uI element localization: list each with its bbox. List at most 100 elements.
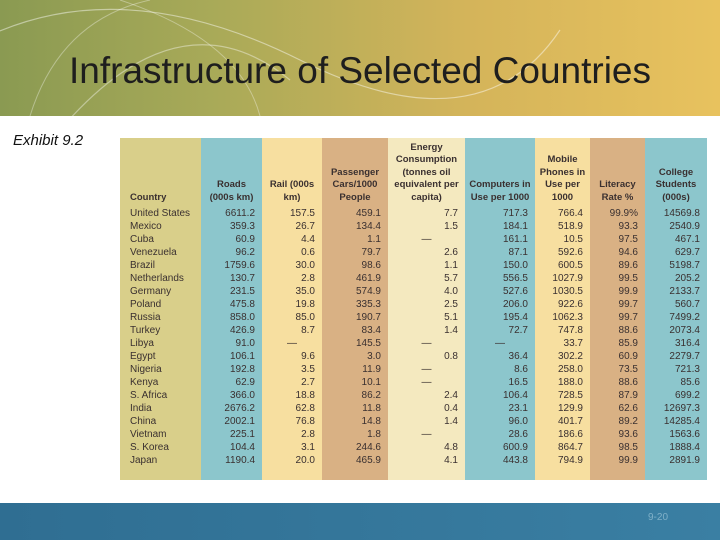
- cell-energy: 1.4: [444, 325, 458, 336]
- table-row: China 2002.1 76.8 14.8 1.4 96.0 401.7 89.2 14285…: [120, 415, 707, 428]
- cell-mobile: 33.7: [563, 338, 583, 349]
- header-row: Country Roads (000s km) Rail (000s km) P…: [120, 138, 707, 207]
- cell-literacy: 98.5: [618, 442, 638, 453]
- cell-rail: 157.5: [289, 208, 315, 219]
- cell-computers: 717.3: [502, 208, 528, 219]
- cell-literacy: 89.2: [618, 416, 638, 427]
- cell-energy: 4.0: [444, 286, 458, 297]
- cell-passenger: 145.5: [355, 338, 381, 349]
- cell-college: 629.7: [674, 247, 700, 258]
- page-number: 9-20: [648, 512, 669, 523]
- cell-college: 12697.3: [663, 403, 700, 414]
- header-roads: Roads (000s km): [209, 179, 254, 203]
- cell-energy: 1.5: [444, 221, 458, 232]
- cell-computers: 206.0: [502, 299, 528, 310]
- cell-passenger: 1.1: [367, 234, 381, 245]
- header-mobile: Mobile Phones in Use per 1000: [539, 154, 586, 203]
- cell-college: 467.1: [674, 234, 700, 245]
- cell-energy: —: [421, 429, 432, 440]
- cell-computers: 87.1: [508, 247, 528, 258]
- cell-country: S. Korea: [130, 442, 169, 453]
- cell-computers: 8.6: [514, 364, 528, 375]
- column-band-computers: [465, 138, 535, 480]
- cell-roads: 426.9: [229, 325, 255, 336]
- cell-mobile: 1027.9: [552, 273, 583, 284]
- cell-roads: 475.8: [229, 299, 255, 310]
- cell-literacy: 97.5: [618, 234, 638, 245]
- cell-country: Vietnam: [130, 429, 167, 440]
- cell-college: 14569.8: [663, 208, 700, 219]
- header-band: [0, 0, 720, 116]
- cell-computers: 16.5: [508, 377, 528, 388]
- cell-roads: 192.8: [229, 364, 255, 375]
- cell-literacy: 99.9%: [609, 208, 638, 219]
- cell-literacy: 88.6: [618, 325, 638, 336]
- infrastructure-table: Country Roads (000s km) Rail (000s km) P…: [120, 138, 707, 480]
- column-band-rail: [262, 138, 322, 480]
- table-row: Vietnam 225.1 2.8 1.8 — 28.6 186.6 93.6 1563.6: [120, 428, 707, 441]
- cell-literacy: 73.5: [618, 364, 638, 375]
- cell-passenger: 574.9: [355, 286, 381, 297]
- cell-rail: 3.5: [301, 364, 315, 375]
- table-row: S. Korea 104.4 3.1 244.6 4.8 600.9 864.7 98.5 18…: [120, 441, 707, 454]
- cell-mobile: 747.8: [557, 325, 583, 336]
- cell-roads: 2676.2: [224, 403, 255, 414]
- cell-rail: 2.7: [301, 377, 315, 388]
- cell-rail: 2.8: [301, 273, 315, 284]
- table-row: Nigeria 192.8 3.5 11.9 — 8.6 258.0 73.5 721.3: [120, 363, 707, 376]
- cell-computers: 195.4: [502, 312, 528, 323]
- cell-mobile: 401.7: [557, 416, 583, 427]
- cell-literacy: 85.9: [618, 338, 638, 349]
- cell-country: Cuba: [130, 234, 154, 245]
- cell-energy: 2.4: [444, 390, 458, 401]
- cell-passenger: 1.8: [367, 429, 381, 440]
- cell-mobile: 794.9: [557, 455, 583, 466]
- cell-mobile: 1062.3: [552, 312, 583, 323]
- cell-country: Kenya: [130, 377, 159, 388]
- cell-roads: 96.2: [235, 247, 255, 258]
- cell-energy: 4.8: [444, 442, 458, 453]
- table-row: Libya 91.0 — 145.5 — — 33.7 85.9 316.4: [120, 337, 707, 350]
- cell-passenger: 10.1: [361, 377, 381, 388]
- cell-literacy: 99.9: [618, 286, 638, 297]
- column-band-energy: [388, 138, 465, 480]
- cell-college: 1563.6: [669, 429, 700, 440]
- table-row: Russia 858.0 85.0 190.7 5.1 195.4 1062.3 99.7 74…: [120, 311, 707, 324]
- table-row: Brazil 1759.6 30.0 98.6 1.1 150.0 600.5 89.6 519…: [120, 259, 707, 272]
- cell-computers: 106.4: [502, 390, 528, 401]
- cell-literacy: 88.6: [618, 377, 638, 388]
- cell-computers: 161.1: [502, 234, 528, 245]
- cell-country: Poland: [130, 299, 162, 310]
- cell-college: 14285.4: [663, 416, 700, 427]
- slide-title: Infrastructure of Selected Countries: [68, 50, 651, 91]
- cell-energy: —: [421, 338, 432, 349]
- cell-mobile: 1030.5: [552, 286, 583, 297]
- cell-college: 2073.4: [669, 325, 700, 336]
- cell-roads: 91.0: [235, 338, 255, 349]
- cell-passenger: 86.2: [361, 390, 381, 401]
- decorative-swirls: [0, 0, 561, 116]
- cell-college: 85.6: [680, 377, 700, 388]
- cell-mobile: 600.5: [557, 260, 583, 271]
- table-row: Japan 1190.4 20.0 465.9 4.1 443.8 794.9 99.9 289…: [120, 454, 707, 467]
- cell-country: Turkey: [130, 325, 161, 336]
- cell-mobile: 10.5: [563, 234, 583, 245]
- table-row: Cuba 60.9 4.4 1.1 — 161.1 10.5 97.5 467.1: [120, 233, 707, 246]
- cell-mobile: 188.0: [557, 377, 583, 388]
- cell-roads: 2002.1: [224, 416, 255, 427]
- cell-country: India: [130, 403, 152, 414]
- cell-roads: 366.0: [229, 390, 255, 401]
- cell-roads: 225.1: [229, 429, 255, 440]
- cell-rail: 4.4: [301, 234, 315, 245]
- cell-computers: 443.8: [502, 455, 528, 466]
- cell-college: 2133.7: [669, 286, 700, 297]
- cell-rail: —: [287, 338, 297, 349]
- cell-energy: 5.1: [444, 312, 458, 323]
- data-table: Country Roads (000s km) Rail (000s km) P…: [120, 138, 707, 467]
- cell-rail: 18.8: [295, 390, 315, 401]
- cell-literacy: 94.6: [618, 247, 638, 258]
- cell-roads: 106.1: [229, 351, 255, 362]
- cell-roads: 6611.2: [225, 208, 255, 219]
- cell-roads: 1759.6: [224, 260, 255, 271]
- cell-college: 5198.7: [669, 260, 700, 271]
